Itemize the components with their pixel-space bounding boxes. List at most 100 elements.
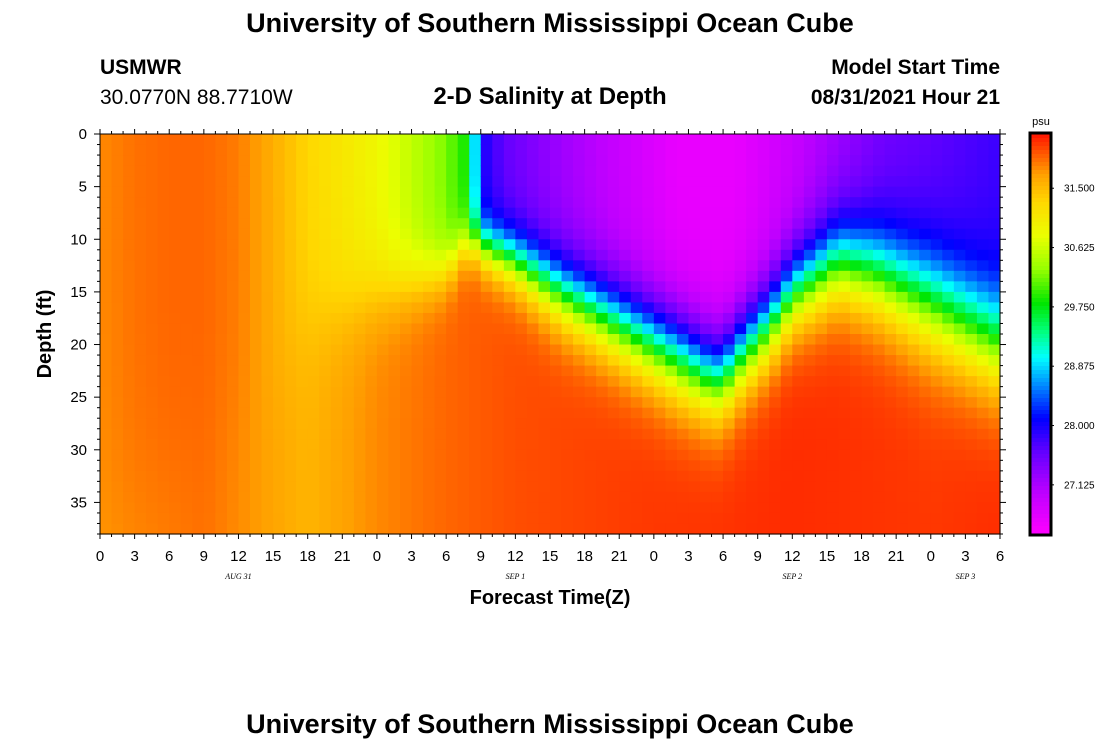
heatmap-cell <box>273 481 286 493</box>
heatmap-cell <box>284 207 297 219</box>
heatmap-cell <box>215 470 228 482</box>
heatmap-cell <box>238 281 251 293</box>
heatmap-cell <box>342 386 355 398</box>
heatmap-cell <box>492 197 505 209</box>
heatmap-cell <box>319 365 332 377</box>
heatmap-cell <box>434 512 447 525</box>
heatmap-cell <box>538 502 551 514</box>
heatmap-cell <box>976 386 990 398</box>
heatmap-cell <box>388 512 401 525</box>
heatmap-cell <box>146 449 159 461</box>
heatmap-cell <box>873 218 886 230</box>
heatmap-cell <box>457 260 470 272</box>
heatmap-cell <box>584 312 597 325</box>
colorbar-swatch <box>1031 510 1050 515</box>
heatmap-cell <box>284 355 297 367</box>
heatmap-cell <box>976 186 990 198</box>
heatmap-cell <box>642 291 655 304</box>
heatmap-cell <box>526 491 540 504</box>
heatmap-cell <box>873 291 886 304</box>
heatmap-cell <box>423 523 436 535</box>
heatmap-cell <box>411 176 424 188</box>
heatmap-cell <box>584 334 597 346</box>
heatmap-cell <box>203 249 216 261</box>
heatmap-cell <box>192 397 205 409</box>
heatmap-cell <box>919 344 932 356</box>
heatmap-cell <box>815 291 828 304</box>
heatmap-cell <box>573 207 586 219</box>
heatmap-cell <box>780 334 793 346</box>
heatmap-cell <box>642 365 655 377</box>
heatmap-cell <box>584 134 597 146</box>
heatmap-cell <box>919 407 932 419</box>
heatmap-cell <box>480 270 493 282</box>
heatmap-cell <box>180 218 193 230</box>
heatmap-cell <box>538 260 551 272</box>
heatmap-cell <box>250 439 263 451</box>
heatmap-cell <box>861 397 874 409</box>
heatmap-cell <box>976 439 990 451</box>
heatmap-cell <box>330 207 343 219</box>
heatmap-cell <box>353 176 366 188</box>
heatmap-cell <box>653 407 666 419</box>
heatmap-cell <box>688 291 701 304</box>
colorbar-swatch <box>1031 146 1050 151</box>
heatmap-cell <box>123 249 136 261</box>
heatmap-cell <box>596 355 609 367</box>
heatmap-cell <box>515 355 528 367</box>
heatmap-cell <box>215 323 228 335</box>
heatmap-cell <box>734 449 747 461</box>
heatmap-cell <box>596 134 609 146</box>
heatmap-cell <box>515 144 528 156</box>
heatmap-cell <box>273 460 286 472</box>
heatmap-cell <box>365 376 378 388</box>
heatmap-cell <box>411 186 424 198</box>
heatmap-cell <box>861 512 874 525</box>
heatmap-cell <box>261 344 274 356</box>
heatmap-cell <box>434 144 447 156</box>
heatmap-cell <box>630 218 643 230</box>
heatmap-cell <box>365 491 378 504</box>
heatmap-cell <box>515 334 528 346</box>
x-tick-label: 0 <box>96 548 104 565</box>
heatmap-cell <box>423 186 436 198</box>
heatmap-cell <box>815 481 828 493</box>
heatmap-cell <box>919 155 932 167</box>
heatmap-cell <box>850 302 863 314</box>
heatmap-cell <box>953 491 966 504</box>
heatmap-cell <box>353 523 366 535</box>
heatmap-cell <box>226 470 240 482</box>
heatmap-cell <box>792 291 805 304</box>
heatmap-cell <box>919 165 932 177</box>
heatmap-cell <box>111 365 124 377</box>
heatmap-cell <box>492 291 505 304</box>
heatmap-cell <box>100 407 113 419</box>
heatmap-cell <box>873 512 886 525</box>
heatmap-cell <box>942 397 955 409</box>
heatmap-cell <box>376 323 390 335</box>
heatmap-cell <box>723 197 736 209</box>
heatmap-cell <box>561 197 574 209</box>
heatmap-cell <box>746 407 759 419</box>
heatmap-cell <box>480 239 493 251</box>
heatmap-cell <box>896 186 909 198</box>
heatmap-cell <box>203 418 216 430</box>
heatmap-cell <box>896 449 909 461</box>
heatmap-cell <box>942 439 955 451</box>
heatmap-cell <box>769 302 782 314</box>
heatmap-cell <box>307 470 320 482</box>
heatmap-cell <box>826 144 840 156</box>
heatmap-cell <box>296 186 309 198</box>
heatmap-cell <box>803 523 816 535</box>
heatmap-cell <box>803 291 816 304</box>
heatmap-cell <box>330 239 343 251</box>
heatmap-cell <box>988 470 1001 482</box>
heatmap-cell <box>619 491 632 504</box>
heatmap-cell <box>411 386 424 398</box>
heatmap-cell <box>676 428 690 440</box>
heatmap-cell <box>550 481 563 493</box>
heatmap-cell <box>400 397 413 409</box>
heatmap-cell <box>734 428 747 440</box>
heatmap-cell <box>573 439 586 451</box>
heatmap-cell <box>688 323 701 335</box>
